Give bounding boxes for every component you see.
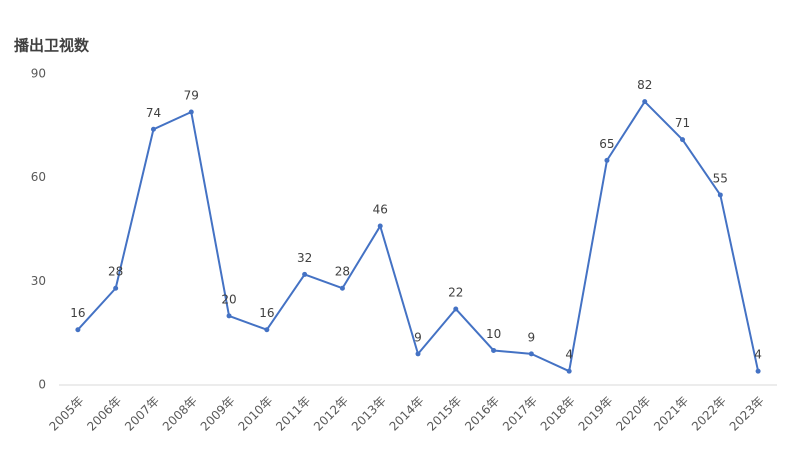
data-point <box>528 351 534 357</box>
data-label: 16 <box>70 306 85 320</box>
data-label: 79 <box>184 89 199 103</box>
data-label: 65 <box>599 137 614 151</box>
data-label: 46 <box>373 203 388 217</box>
data-label: 82 <box>637 78 652 92</box>
x-tick-label: 2021年 <box>651 394 691 434</box>
data-label: 74 <box>146 106 161 120</box>
x-tick-label: 2015年 <box>424 394 464 434</box>
chart-title: 播出卫视数 <box>14 37 90 55</box>
data-point <box>453 306 459 312</box>
data-label: 4 <box>565 348 573 362</box>
x-tick-label: 2010年 <box>235 394 275 434</box>
x-tick-label: 2006年 <box>84 394 124 434</box>
data-point <box>150 126 156 132</box>
y-tick-label: 60 <box>31 170 46 184</box>
data-point <box>566 368 572 374</box>
x-tick-label: 2014年 <box>387 394 427 434</box>
data-label: 4 <box>754 348 762 362</box>
data-point <box>302 271 308 277</box>
data-point <box>415 351 421 357</box>
data-point <box>717 192 723 198</box>
data-point <box>491 347 497 353</box>
data-label: 28 <box>335 265 350 279</box>
y-tick-label: 30 <box>31 274 46 288</box>
data-label: 16 <box>259 306 274 320</box>
x-tick-label: 2012年 <box>311 394 351 434</box>
x-tick-label: 2020年 <box>613 394 653 434</box>
data-point <box>339 285 345 291</box>
data-label: 9 <box>528 330 536 344</box>
data-label: 71 <box>675 116 690 130</box>
data-point <box>680 137 686 143</box>
data-label: 28 <box>108 265 123 279</box>
x-tick-label: 2019年 <box>576 394 616 434</box>
y-tick-label: 0 <box>38 378 46 392</box>
x-tick-label: 2011年 <box>273 394 313 434</box>
x-tick-label: 2023年 <box>727 394 767 434</box>
data-point <box>188 109 194 115</box>
data-point <box>75 327 81 333</box>
data-point <box>113 285 119 291</box>
data-point <box>377 223 383 229</box>
data-point <box>755 368 761 374</box>
x-tick-label: 2022年 <box>689 394 729 434</box>
x-tick-label: 2008年 <box>160 394 200 434</box>
x-tick-label: 2009年 <box>198 394 238 434</box>
data-label: 55 <box>713 171 728 185</box>
x-tick-label: 2017年 <box>500 394 540 434</box>
x-tick-label: 2016年 <box>462 394 502 434</box>
data-label: 9 <box>414 330 422 344</box>
x-tick-label: 2013年 <box>349 394 389 434</box>
x-tick-label: 2018年 <box>538 394 578 434</box>
data-point <box>264 327 270 333</box>
data-label: 32 <box>297 251 312 265</box>
data-label: 22 <box>448 285 463 299</box>
data-label: 10 <box>486 327 501 341</box>
y-tick-label: 90 <box>31 67 46 81</box>
x-tick-label: 2005年 <box>47 394 87 434</box>
data-point <box>604 157 610 163</box>
data-point <box>642 99 648 105</box>
data-point <box>226 313 232 319</box>
data-label: 20 <box>221 292 236 306</box>
x-tick-label: 2007年 <box>122 394 162 434</box>
